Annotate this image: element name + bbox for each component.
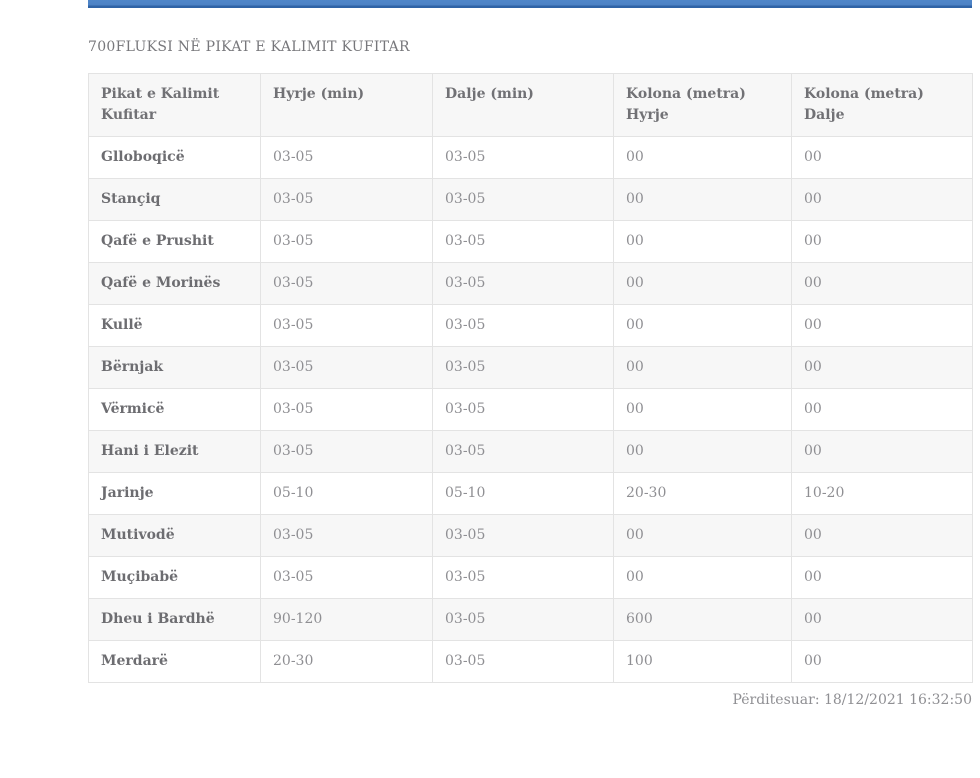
crossing-name-cell: Muçibabë [88, 556, 261, 599]
kolona-dalje-cell: 00 [791, 556, 973, 599]
kolona-dalje-cell: 10-20 [791, 472, 973, 515]
column-header-dalje-min: Dalje (min) [432, 73, 614, 137]
hyrje-min-cell: 90-120 [260, 598, 433, 641]
hyrje-min-cell: 03-05 [260, 388, 433, 431]
kolona-dalje-cell: 00 [791, 178, 973, 221]
kolona-hyrje-cell: 00 [613, 304, 792, 347]
crossing-name-cell: Vërmicë [88, 388, 261, 431]
top-accent-bar [88, 0, 972, 8]
column-header-kolona-dalje: Kolona (metra) Dalje [791, 73, 973, 137]
last-updated-text: Përditesuar: 18/12/2021 16:32:50 [732, 692, 972, 708]
kolona-hyrje-cell: 00 [613, 430, 792, 473]
hyrje-min-cell: 03-05 [260, 514, 433, 557]
table-row: Qafë e Morinës 03-05 03-05 00 00 [88, 262, 973, 305]
crossing-name-cell: Glloboqicë [88, 136, 261, 179]
kolona-dalje-cell: 00 [791, 220, 973, 263]
kolona-dalje-cell: 00 [791, 304, 973, 347]
dalje-min-cell: 03-05 [432, 304, 614, 347]
dalje-min-cell: 03-05 [432, 136, 614, 179]
crossing-name-cell: Dheu i Bardhë [88, 598, 261, 641]
hyrje-min-cell: 03-05 [260, 136, 433, 179]
crossing-name-cell: Merdarë [88, 640, 261, 683]
border-crossings-table: Pikat e Kalimit Kufitar Hyrje (min) Dalj… [88, 73, 973, 683]
hyrje-min-cell: 03-05 [260, 346, 433, 389]
kolona-dalje-cell: 00 [791, 136, 973, 179]
table-row: Muçibabë 03-05 03-05 00 00 [88, 556, 973, 599]
kolona-hyrje-cell: 00 [613, 556, 792, 599]
kolona-hyrje-cell: 00 [613, 136, 792, 179]
table-row: Merdarë 20-30 03-05 100 00 [88, 640, 973, 683]
kolona-dalje-cell: 00 [791, 598, 973, 641]
kolona-dalje-cell: 00 [791, 346, 973, 389]
kolona-hyrje-cell: 00 [613, 514, 792, 557]
table-row: Kullë 03-05 03-05 00 00 [88, 304, 973, 347]
hyrje-min-cell: 03-05 [260, 304, 433, 347]
table-row: Bërnjak 03-05 03-05 00 00 [88, 346, 973, 389]
hyrje-min-cell: 20-30 [260, 640, 433, 683]
hyrje-min-cell: 03-05 [260, 430, 433, 473]
hyrje-min-cell: 03-05 [260, 220, 433, 263]
dalje-min-cell: 03-05 [432, 388, 614, 431]
kolona-hyrje-cell: 00 [613, 346, 792, 389]
main-content: 700FLUKSI NË PIKAT E KALIMIT KUFITAR Pik… [88, 38, 973, 709]
kolona-hyrje-cell: 00 [613, 220, 792, 263]
crossing-name-cell: Jarinje [88, 472, 261, 515]
crossing-name-cell: Hani i Elezit [88, 430, 261, 473]
table-row: Jarinje 05-10 05-10 20-30 10-20 [88, 472, 973, 515]
crossing-name-cell: Qafë e Morinës [88, 262, 261, 305]
dalje-min-cell: 03-05 [432, 346, 614, 389]
kolona-dalje-cell: 00 [791, 640, 973, 683]
kolona-dalje-cell: 00 [791, 430, 973, 473]
hyrje-min-cell: 03-05 [260, 556, 433, 599]
column-header-pikat-e-kalimit: Pikat e Kalimit Kufitar [88, 73, 261, 137]
dalje-min-cell: 03-05 [432, 514, 614, 557]
table-row: Vërmicë 03-05 03-05 00 00 [88, 388, 973, 431]
hyrje-min-cell: 05-10 [260, 472, 433, 515]
crossing-name-cell: Stançiq [88, 178, 261, 221]
crossing-name-cell: Bërnjak [88, 346, 261, 389]
kolona-hyrje-cell: 100 [613, 640, 792, 683]
page-title: 700FLUKSI NË PIKAT E KALIMIT KUFITAR [88, 39, 410, 55]
table-row: Stançiq 03-05 03-05 00 00 [88, 178, 973, 221]
dalje-min-cell: 03-05 [432, 262, 614, 305]
kolona-hyrje-cell: 00 [613, 262, 792, 305]
table-row: Qafë e Prushit 03-05 03-05 00 00 [88, 220, 973, 263]
kolona-dalje-cell: 00 [791, 388, 973, 431]
crossing-name-cell: Kullë [88, 304, 261, 347]
kolona-hyrje-cell: 600 [613, 598, 792, 641]
dalje-min-cell: 03-05 [432, 178, 614, 221]
table-row: Hani i Elezit 03-05 03-05 00 00 [88, 430, 973, 473]
crossing-name-cell: Mutivodë [88, 514, 261, 557]
column-header-kolona-hyrje: Kolona (metra) Hyrje [613, 73, 792, 137]
table-row: Glloboqicë 03-05 03-05 00 00 [88, 136, 973, 179]
kolona-hyrje-cell: 00 [613, 388, 792, 431]
kolona-dalje-cell: 00 [791, 514, 973, 557]
crossing-name-cell: Qafë e Prushit [88, 220, 261, 263]
dalje-min-cell: 03-05 [432, 430, 614, 473]
table-row: Dheu i Bardhë 90-120 03-05 600 00 [88, 598, 973, 641]
column-header-hyrje-min: Hyrje (min) [260, 73, 433, 137]
dalje-min-cell: 03-05 [432, 556, 614, 599]
table-header-row: Pikat e Kalimit Kufitar Hyrje (min) Dalj… [88, 73, 973, 137]
table-row: Mutivodë 03-05 03-05 00 00 [88, 514, 973, 557]
kolona-hyrje-cell: 00 [613, 178, 792, 221]
dalje-min-cell: 03-05 [432, 598, 614, 641]
dalje-min-cell: 03-05 [432, 220, 614, 263]
kolona-hyrje-cell: 20-30 [613, 472, 792, 515]
dalje-min-cell: 03-05 [432, 640, 614, 683]
hyrje-min-cell: 03-05 [260, 262, 433, 305]
dalje-min-cell: 05-10 [432, 472, 614, 515]
hyrje-min-cell: 03-05 [260, 178, 433, 221]
kolona-dalje-cell: 00 [791, 262, 973, 305]
